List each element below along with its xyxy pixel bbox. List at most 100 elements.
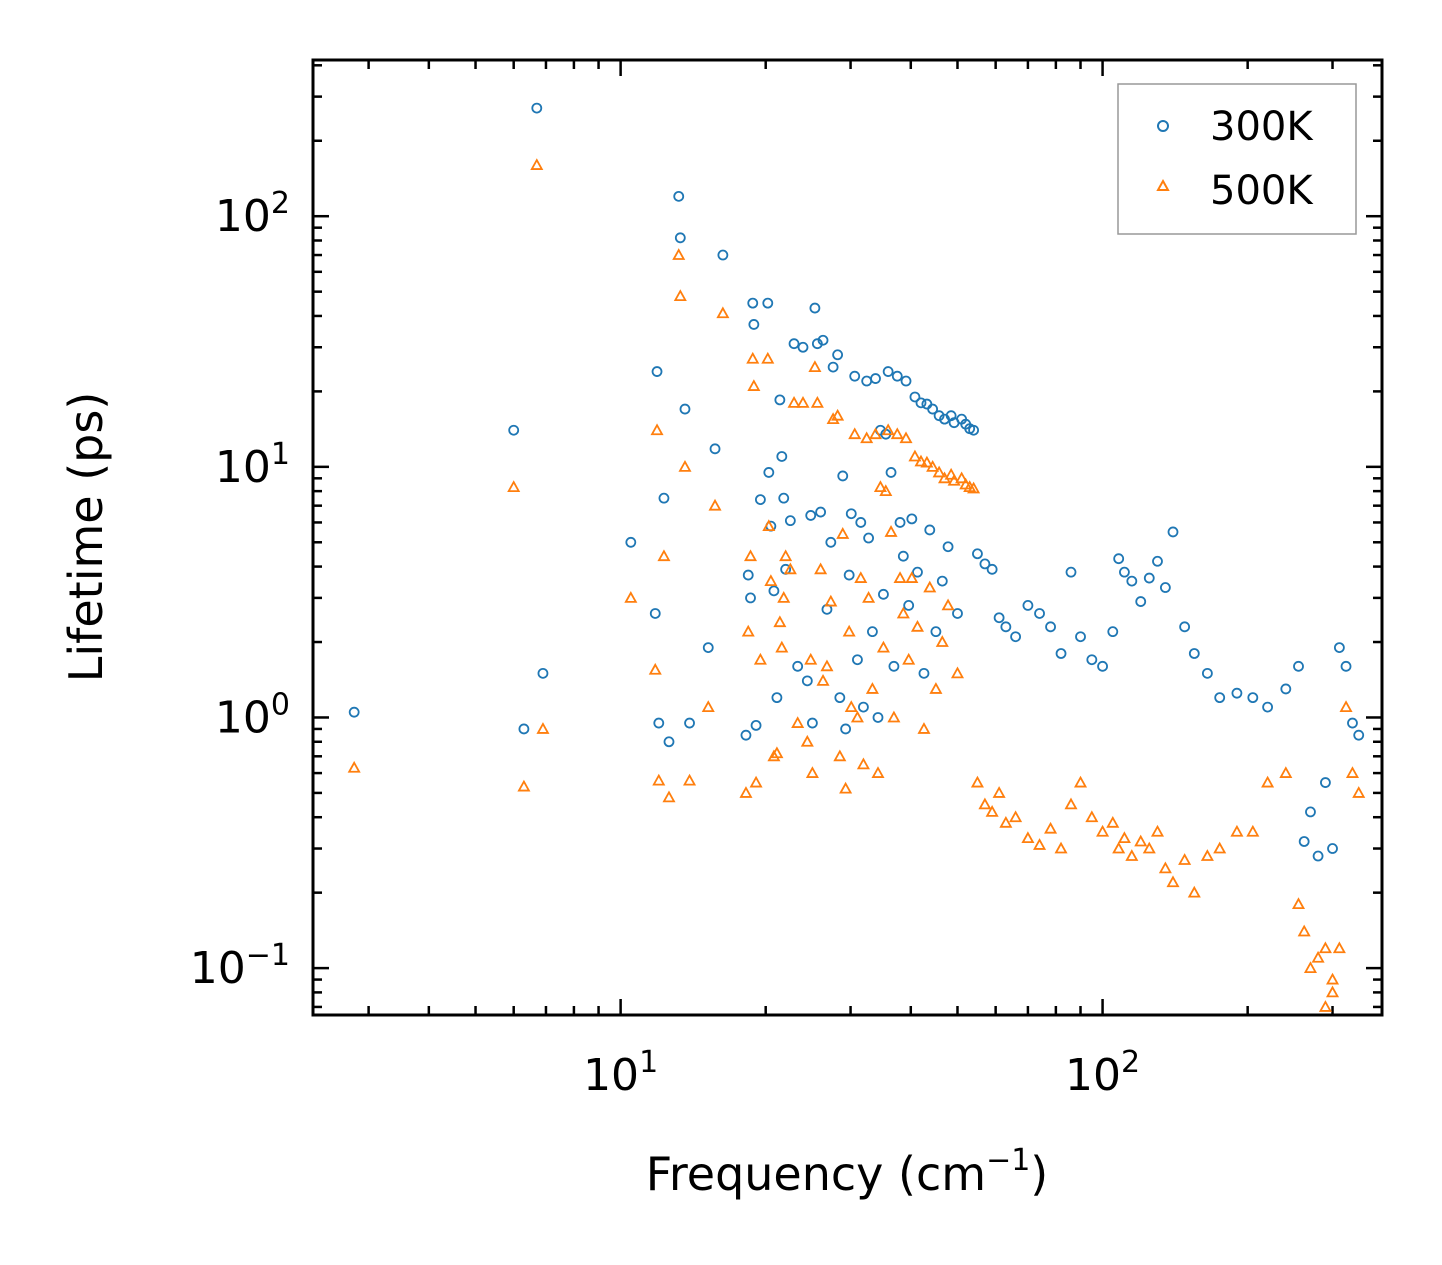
point-300k	[921, 398, 933, 410]
legend-box	[1117, 83, 1357, 235]
point-300k	[673, 190, 685, 202]
point-500k	[773, 615, 787, 628]
point-500k	[1178, 853, 1192, 865]
point-500k	[970, 775, 984, 788]
point-300k	[1075, 631, 1086, 643]
point-300k	[832, 349, 844, 361]
point-300k	[882, 366, 894, 377]
point-300k	[1143, 572, 1155, 584]
point-500k	[777, 591, 791, 603]
point-300k	[1126, 575, 1138, 587]
point-500k	[1073, 775, 1088, 788]
point-500k	[899, 431, 913, 444]
point-500k	[896, 606, 910, 619]
point-300k	[651, 366, 663, 377]
point-300k	[1347, 717, 1358, 729]
point-500k	[716, 306, 730, 319]
point-500k	[941, 598, 955, 611]
point-500k	[1158, 861, 1172, 874]
point-500k	[873, 480, 887, 493]
point-500k	[1213, 841, 1227, 854]
point-300k	[1159, 582, 1171, 593]
point-300k	[888, 660, 900, 672]
point-300k	[1179, 621, 1191, 633]
point-500k	[844, 700, 858, 713]
tick-labels: 101 102 10−1 100 101 102	[190, 186, 1140, 1101]
point-300k	[933, 410, 945, 422]
point-500k	[652, 773, 666, 786]
point-300k	[1086, 654, 1098, 666]
point-500k	[743, 549, 758, 562]
point-500k	[764, 574, 778, 587]
y-axis-label: Lifetime (ps)	[59, 392, 113, 683]
point-300k	[942, 541, 954, 553]
x-tick-label: 102	[1065, 1045, 1140, 1101]
y-tick-label: 100	[215, 687, 290, 743]
point-300k	[936, 575, 948, 587]
point-300k	[912, 566, 923, 578]
point-300k	[755, 494, 766, 506]
point-500k	[672, 248, 686, 260]
point-300k	[745, 592, 756, 604]
point-500k	[1112, 841, 1126, 854]
point-500k	[879, 484, 893, 497]
point-300k	[909, 391, 921, 403]
point-500k	[787, 396, 801, 408]
point-500k	[762, 519, 776, 532]
series-500k-points	[347, 158, 1366, 1012]
point-500k	[1325, 985, 1340, 998]
point-500k	[683, 773, 697, 786]
point-500k	[947, 473, 961, 486]
point-500k	[530, 158, 544, 170]
point-500k	[890, 427, 904, 440]
point-500k	[673, 289, 687, 301]
point-500k	[871, 766, 885, 778]
point-500k	[650, 423, 664, 436]
point-500k	[848, 427, 862, 440]
point-300k	[927, 403, 939, 415]
point-300k	[918, 667, 930, 679]
point-300k	[900, 375, 912, 387]
point-300k	[834, 692, 846, 704]
legend-label-300k: 300K	[1210, 104, 1314, 150]
point-300k	[1097, 660, 1108, 672]
point-300k	[861, 375, 873, 387]
point-300k	[867, 626, 878, 638]
point-300k	[653, 717, 665, 729]
point-500k	[1318, 1000, 1332, 1012]
point-500k	[1166, 875, 1180, 888]
point-300k	[1305, 806, 1316, 818]
point-300k	[1167, 526, 1179, 538]
point-300k	[1293, 660, 1304, 672]
point-500k	[1085, 810, 1099, 823]
point-500k	[881, 423, 895, 436]
point-300k	[784, 515, 796, 527]
point-300k	[1045, 621, 1056, 633]
y-tick-label: 102	[215, 186, 290, 242]
point-300k	[885, 467, 897, 478]
point-500k	[775, 640, 789, 653]
point-300k	[792, 660, 804, 672]
point-300k	[1000, 621, 1012, 633]
point-500k	[678, 459, 692, 472]
point-300k	[663, 736, 675, 748]
point-300k	[1298, 836, 1310, 847]
point-500k	[816, 673, 830, 686]
point-500k	[944, 467, 958, 480]
point-300k	[1333, 642, 1345, 654]
point-500k	[800, 734, 814, 747]
point-500k	[908, 449, 922, 462]
point-500k	[770, 746, 784, 759]
point-300k	[1119, 566, 1130, 578]
point-500k	[1150, 824, 1165, 837]
point-500k	[910, 619, 925, 632]
point-500k	[876, 640, 890, 653]
point-300k	[537, 667, 549, 679]
point-500k	[804, 652, 818, 665]
point-300k	[855, 517, 867, 528]
point-300k	[684, 717, 695, 729]
point-300k	[1262, 701, 1274, 713]
point-500k	[917, 722, 931, 734]
point-500k	[923, 580, 937, 593]
